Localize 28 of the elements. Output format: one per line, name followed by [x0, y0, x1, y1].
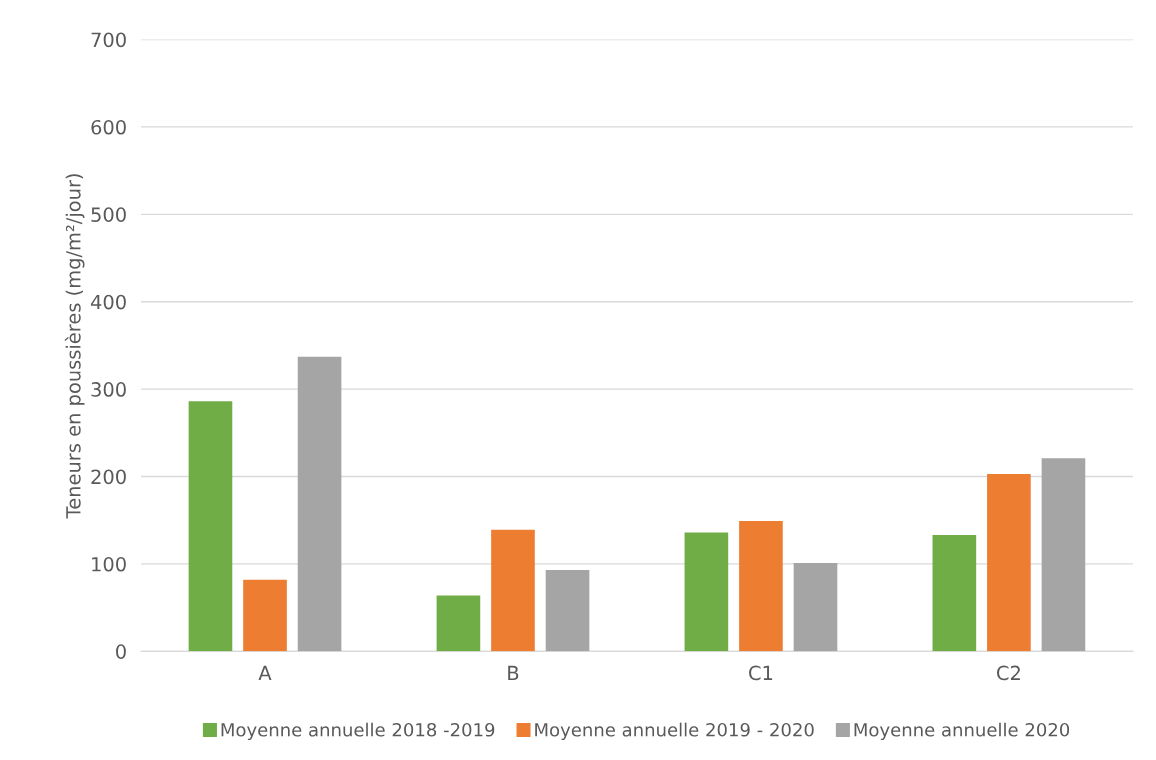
bar	[243, 579, 287, 652]
y-axis-title: Teneurs en poussières (mg/m²/jour)	[64, 174, 85, 519]
y-tick-label: 200	[91, 469, 126, 485]
bar	[188, 401, 233, 652]
y-tick-label: 100	[92, 556, 126, 572]
bar	[793, 563, 838, 652]
bar	[932, 535, 977, 652]
y-tick-label: 0	[116, 644, 126, 659]
bar	[545, 570, 590, 652]
bar	[739, 521, 783, 652]
y-tick-label: 300	[91, 382, 126, 397]
bar	[297, 356, 342, 652]
x-tick-label: C2	[997, 665, 1020, 681]
bar	[436, 595, 481, 652]
y-tick-label: 500	[91, 207, 126, 222]
bar	[491, 529, 535, 652]
bar	[684, 532, 729, 652]
y-tick-label: 600	[91, 119, 126, 135]
x-tick-label: A	[258, 665, 272, 680]
legend-label: Moyenne annuelle 2019 - 2020	[535, 722, 814, 741]
y-tick-label: 400	[90, 294, 126, 310]
bar	[987, 473, 1031, 652]
x-tick-label: C1	[749, 665, 773, 681]
legend-label: Moyenne annuelle 2018 -2019	[221, 722, 495, 741]
legend-label: Moyenne annuelle 2020	[854, 722, 1070, 741]
y-tick-label: 700	[91, 32, 126, 48]
x-tick-label: B	[508, 665, 519, 680]
bar	[1041, 458, 1086, 652]
